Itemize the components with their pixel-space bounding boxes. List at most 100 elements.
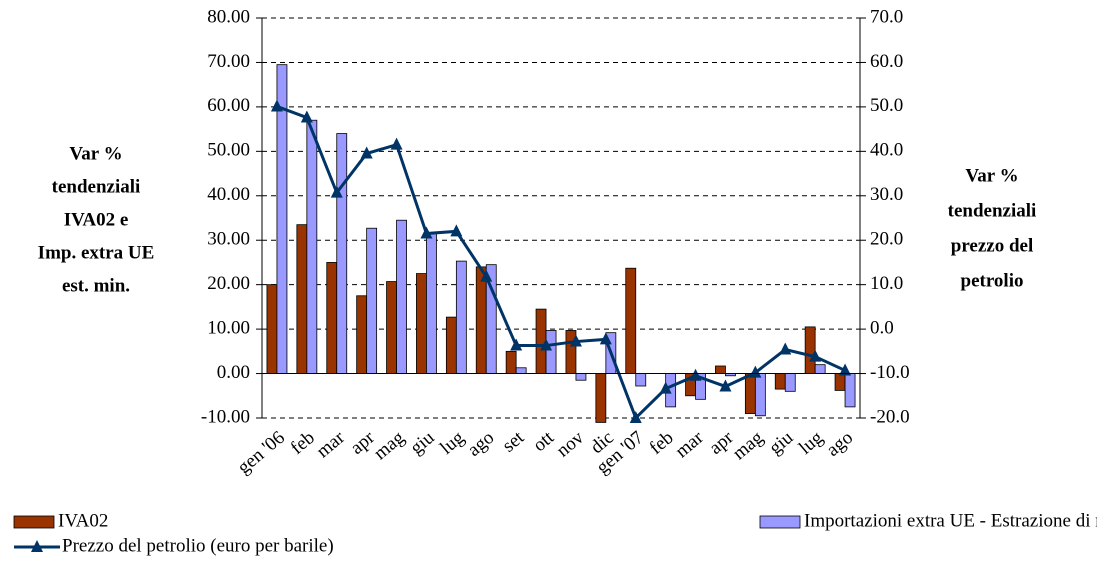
marker [749,365,762,378]
y2-axis-title: prezzo del [951,235,1034,256]
bar [834,373,846,391]
bar [505,350,517,374]
marker [779,342,792,355]
bar [296,224,308,374]
bar [625,267,637,374]
bar [455,260,467,374]
y2-tick-label: 30.0 [870,184,903,205]
bar [804,326,816,374]
y-tick-label: -10.00 [201,406,250,427]
bar [366,227,378,374]
x-tick-label: ott [529,427,558,456]
bar [356,295,368,374]
legend-label: IVA02 [58,510,108,531]
marker [629,411,642,423]
bar [715,365,726,374]
x-tick-label: giu [406,427,438,459]
bar [635,373,647,387]
x-tick-label: mag [370,427,409,464]
marker [330,185,343,198]
bar [515,367,527,374]
marker [839,363,852,376]
y-tick-label: 30.00 [207,229,250,250]
x-tick-label: gen '06 [234,427,289,478]
x-tick-label: ago [464,427,499,461]
y2-tick-label: -10.0 [870,362,910,383]
bar [396,219,407,374]
y-tick-label: 50.00 [207,140,250,161]
x-tick-label: mar [671,427,708,463]
marker [390,137,403,150]
x-tick-label: giu [765,427,797,459]
marker [300,110,313,123]
x-tick-label: lug [436,427,468,459]
x-tick-label: set [498,427,528,457]
marker [809,349,822,362]
y2-tick-label: 70.0 [870,6,903,27]
bar [754,373,766,417]
x-tick-label: lug [795,427,827,459]
bar [545,330,557,374]
bar [416,273,427,374]
bar [784,373,796,392]
y2-tick-label: 40.0 [870,140,903,161]
bar [386,281,397,374]
y-axis-title: Var % [69,143,122,164]
y2-tick-label: 60.0 [870,51,903,72]
bar [326,262,338,374]
legend-swatch [759,515,801,529]
legend-swatch [13,515,55,529]
y-axis-title: Imp. extra UE [38,242,155,263]
marker [360,146,373,159]
x-tick-label: mar [313,427,350,463]
bar [445,316,457,374]
bar [535,308,547,374]
bar [814,364,826,374]
y-axis-title: est. min. [62,275,130,296]
bar [575,373,587,381]
y2-axis-title: petrolio [961,270,1024,291]
y-tick-label: 80.00 [207,6,250,27]
y-axis-title: tendenziali [52,176,141,197]
bar [306,119,318,374]
bar [266,284,278,374]
y-tick-label: 70.00 [207,51,250,72]
y2-axis-title: tendenziali [948,200,1037,221]
bar [565,330,577,374]
marker [540,338,553,351]
marker [569,334,582,347]
marker [450,224,463,237]
bar [774,373,786,390]
marker [719,379,732,392]
y2-tick-label: 10.0 [870,273,903,294]
y2-tick-label: -20.0 [870,406,910,427]
x-tick-label: feb [287,427,319,459]
bar [595,373,607,423]
bar [336,133,348,374]
marker [599,332,612,345]
legend-label: Importazioni extra UE - Estrazione di mi… [804,510,1097,531]
marker [510,338,523,351]
marker [270,99,283,112]
y-tick-label: 60.00 [207,95,250,116]
y2-tick-label: 50.0 [870,95,903,116]
x-tick-label: mag [729,427,768,464]
x-tick-label: nov [553,427,589,462]
y-tick-label: 20.00 [207,273,250,294]
y-tick-label: 40.00 [207,184,250,205]
marker [689,368,702,381]
y2-axis-title: Var % [965,165,1018,186]
bar [426,233,437,374]
legend-marker [31,540,43,552]
bar [475,266,487,374]
bar [844,373,856,408]
y-tick-label: 10.00 [207,317,250,338]
marker [420,226,433,239]
marker [659,381,672,394]
y-axis-title: IVA02 e [64,209,129,230]
y2-tick-label: 20.0 [870,229,903,250]
line [276,105,846,421]
x-tick-label: feb [646,427,678,459]
x-tick-label: ago [823,427,858,461]
